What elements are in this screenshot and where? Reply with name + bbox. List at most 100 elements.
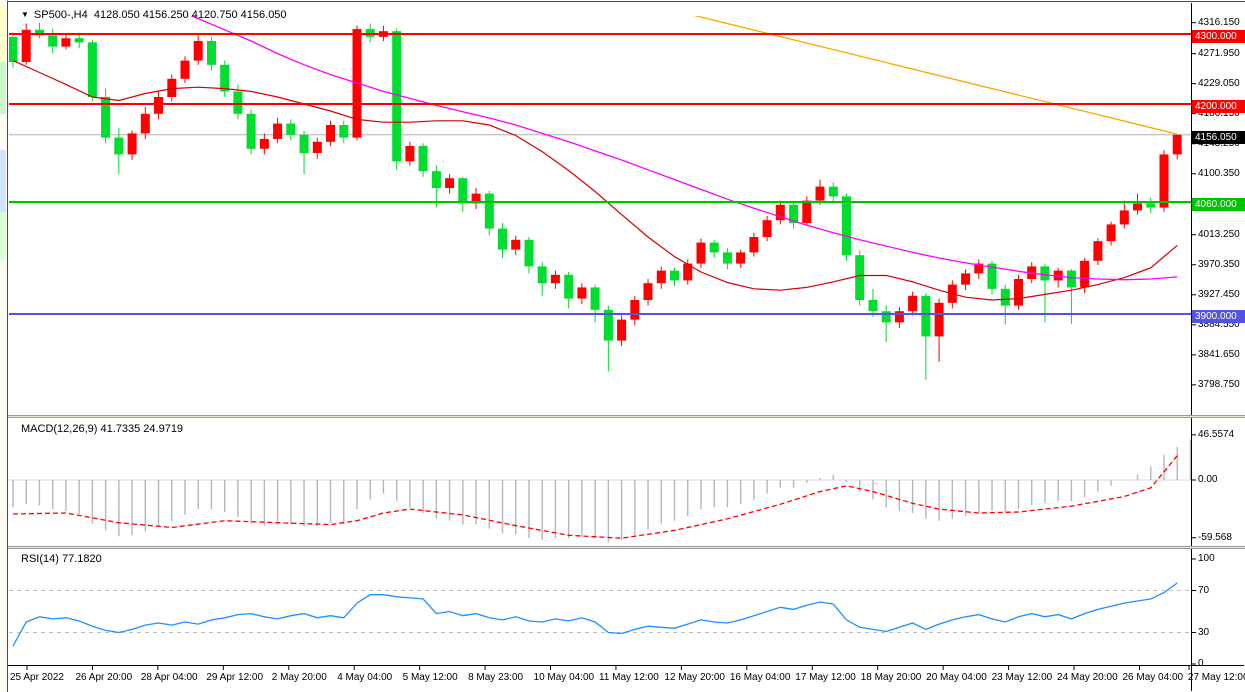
time-tick-label: 26 Apr 20:00 (75, 672, 133, 683)
long-ma-line (693, 16, 1178, 135)
candle-down (35, 29, 44, 36)
candle-down (524, 239, 534, 267)
moving-averages (12, 16, 1178, 301)
time-tick-label: 27 May 12:00 (1187, 672, 1245, 683)
candle-up (140, 113, 150, 134)
time-tick-label: 24 May 20:00 (1057, 672, 1118, 683)
candle-up (259, 139, 269, 149)
candle-down (1040, 266, 1050, 281)
candle-up (577, 287, 587, 299)
time-tick-label: 4 May 04:00 (337, 672, 393, 683)
candle-down (709, 242, 719, 253)
candle-up (1159, 154, 1169, 208)
candle-up (167, 78, 177, 97)
candle-down (458, 178, 468, 204)
candle-down (9, 36, 18, 62)
candle-down (74, 38, 84, 43)
candle-up (762, 220, 772, 237)
price-tick-label: 3970.350 (1198, 258, 1240, 270)
time-tick-label: 28 Apr 04:00 (140, 672, 198, 683)
price-tick-label: 3927.450 (1198, 288, 1240, 300)
candle-down (286, 123, 296, 135)
candle-down (246, 113, 256, 149)
candle-up (815, 186, 825, 201)
candle-up (1053, 270, 1063, 281)
chart-title[interactable]: ▼ SP500-,H4 4128.050 4156.250 4120.750 41… (21, 9, 287, 21)
macd-tick-label: 0.00 (1198, 474, 1218, 485)
candle-up (61, 38, 71, 47)
candle-up (908, 295, 918, 312)
pane-splitter-macd[interactable] (8, 415, 1245, 418)
time-tick-label: 20 May 04:00 (926, 672, 987, 683)
chart-canvas[interactable] (8, 2, 1245, 692)
time-tick-label: 17 May 12:00 (795, 672, 856, 683)
price-tick-label: 4271.950 (1198, 47, 1240, 59)
candle-down (484, 193, 494, 229)
candle-down (101, 97, 111, 138)
candle-down (670, 270, 679, 281)
candle-up (21, 29, 31, 62)
fast-ma-line (12, 60, 1178, 301)
candle-up (894, 311, 904, 323)
candle-down (1146, 203, 1156, 208)
macd-indicator-label: MACD(12,26,9) 41.7335 24.9719 (21, 423, 184, 435)
candle-down (722, 252, 732, 264)
price-tick-label: 3798.750 (1198, 378, 1240, 390)
macd-signal-line (12, 455, 1178, 539)
candle-down (207, 41, 216, 65)
candle-down (590, 287, 600, 310)
price-tick-label: 4100.350 (1198, 167, 1240, 179)
candle-up (749, 237, 759, 253)
candle-up (775, 204, 785, 221)
candle-up (617, 319, 627, 341)
candle-up (1080, 260, 1090, 288)
slow-ma-line (190, 16, 1178, 281)
candle-down (855, 255, 865, 300)
candle-down (603, 309, 613, 341)
candle-down (828, 186, 838, 197)
candle-up (127, 133, 137, 155)
candle-down (921, 295, 931, 337)
price-tick-label: 4229.050 (1198, 77, 1240, 89)
rsi-tick-label: 70 (1198, 584, 1210, 596)
candle-up (683, 263, 693, 281)
candle-up (656, 270, 666, 284)
rsi-tick-label: 30 (1198, 626, 1210, 638)
time-tick-label: 23 May 12:00 (991, 672, 1053, 683)
macd-tick-label: -59.568 (1198, 531, 1232, 543)
time-tick-label: 11 May 12:00 (598, 672, 659, 683)
candle-down (299, 134, 309, 153)
price-tick-label: 4013.250 (1198, 228, 1240, 240)
pane-splitter-rsi[interactable] (8, 546, 1245, 549)
candle-up (193, 41, 203, 61)
candle-down (339, 125, 349, 138)
time-tick-label: 12 May 20:00 (664, 672, 725, 683)
candle-down (48, 35, 58, 47)
price-tag-4300.000: 4300.000 (1192, 30, 1245, 43)
candle-up (1133, 203, 1142, 211)
candle-up (405, 146, 415, 162)
candle-up (1093, 241, 1103, 261)
candle-up (736, 252, 746, 264)
sliver-decoration (0, 150, 6, 212)
rsi-tick-label: 0 (1198, 658, 1204, 669)
macd-histogram (12, 439, 1192, 543)
candle-up (630, 300, 640, 320)
symbol-dropdown-icon[interactable]: ▼ (21, 10, 29, 19)
candle-down (418, 146, 428, 172)
candle-up (643, 283, 653, 300)
sliver-decoration (0, 62, 6, 114)
candle-down (987, 263, 997, 289)
time-tick-label: 16 May 04:00 (729, 672, 791, 683)
candle-up (934, 302, 944, 337)
price-tick-label: 4316.150 (1198, 16, 1240, 28)
candle-up (1014, 279, 1023, 306)
price-tick-label: 4186.150 (1198, 107, 1240, 119)
candle-up (1106, 224, 1116, 242)
chart-window[interactable]: ▼ SP500-,H4 4128.050 4156.250 4120.750 41… (7, 1, 1245, 692)
candle-up (696, 242, 706, 264)
time-tick-label: 8 May 23:00 (468, 672, 524, 683)
candle-up (180, 60, 190, 79)
time-tick-label: 29 Apr 12:00 (206, 672, 264, 683)
price-tag-4156.050: 4156.050 (1192, 130, 1245, 144)
